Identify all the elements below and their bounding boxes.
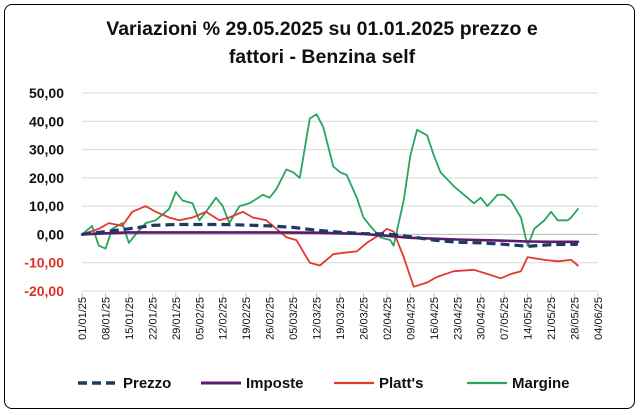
legend-label-prezzo: Prezzo <box>123 375 171 392</box>
x-tick-label: 29/01/25 <box>171 297 183 340</box>
y-tick-label: 30,00 <box>29 142 64 158</box>
x-tick-label: 08/01/25 <box>100 297 112 340</box>
chart-title-line-2: fattori - Benzina self <box>229 46 416 68</box>
legend-label-platt-s: Platt's <box>379 375 423 392</box>
x-tick-label: 15/01/25 <box>124 297 136 340</box>
x-tick-label: 16/04/25 <box>429 297 441 340</box>
x-tick-label: 02/04/25 <box>382 297 394 340</box>
x-tick-label: 22/01/25 <box>147 297 159 340</box>
legend: Prezzo Imposte Platt's Margine <box>78 375 570 392</box>
x-tick-label: 26/03/25 <box>358 297 370 340</box>
x-tick-label: 14/05/25 <box>523 297 535 340</box>
y-tick-label: -10,00 <box>24 255 64 271</box>
series-line-platt-s <box>81 205 579 288</box>
x-tick-label: 04/06/25 <box>593 297 605 340</box>
series-line-prezzo <box>81 222 578 248</box>
x-tick-label: 01/01/25 <box>77 297 89 340</box>
y-tick-label: 20,00 <box>29 170 64 186</box>
x-tick-label: 05/02/25 <box>194 297 206 340</box>
x-tick-label: 09/04/25 <box>405 297 417 340</box>
x-tick-label: 07/05/25 <box>499 297 511 340</box>
x-tick-label: 19/03/25 <box>335 297 347 340</box>
x-tick-label: 26/02/25 <box>265 297 277 340</box>
legend-label-imposte: Imposte <box>246 375 304 392</box>
chart-title-line-1: Variazioni % 29.05.2025 su 01.01.2025 pr… <box>106 18 538 40</box>
grid-lines <box>82 92 598 292</box>
y-axis-tick-labels: 50,00 40,00 30,00 20,00 10,00 0,00 -10,00 -20,0… <box>24 85 64 299</box>
y-tick-label: 50,00 <box>29 85 64 101</box>
series-lines <box>80 113 580 288</box>
y-tick-label: 10,00 <box>29 198 64 214</box>
x-tick-label: 28/05/25 <box>570 297 582 340</box>
series-line-imposte <box>80 231 580 244</box>
x-tick-label: 23/04/25 <box>452 297 464 340</box>
y-tick-label: 40,00 <box>29 113 64 129</box>
legend-label-margine: Margine <box>512 375 570 392</box>
y-tick-label: -20,00 <box>24 283 64 299</box>
series-line-margine <box>81 113 579 250</box>
y-tick-label: 0,00 <box>37 226 64 242</box>
x-tick-label: 12/03/25 <box>312 297 324 340</box>
x-tick-label: 05/03/25 <box>288 297 300 340</box>
x-tick-label: 19/02/25 <box>241 297 253 340</box>
x-axis: 01/01/25 08/01/25 15/01/25 22/01/25 29/01/25… <box>77 233 605 340</box>
x-tick-label: 30/04/25 <box>476 297 488 340</box>
x-tick-label: 12/02/25 <box>218 297 230 340</box>
x-tick-label: 21/05/25 <box>546 297 558 340</box>
